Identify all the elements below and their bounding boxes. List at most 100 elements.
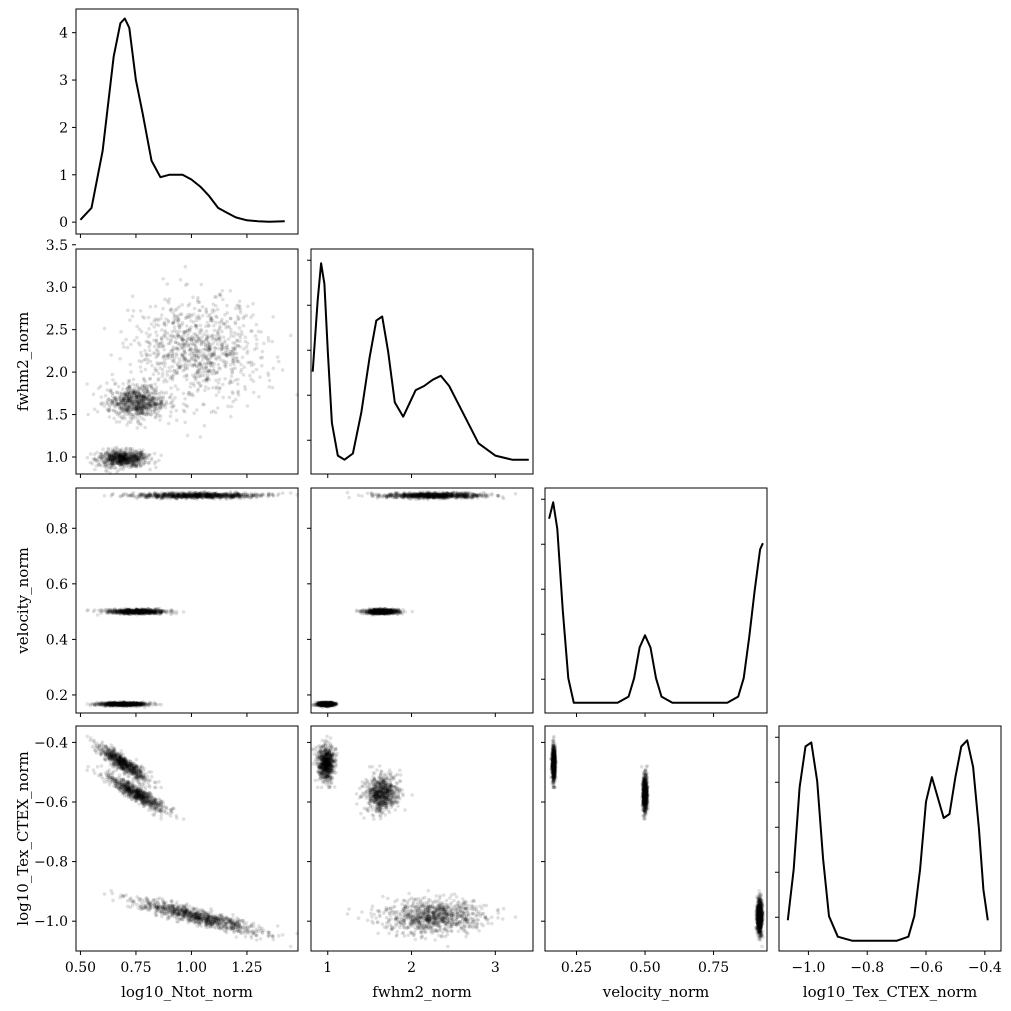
scatter-point	[195, 493, 199, 497]
scatter-point	[192, 336, 197, 340]
panel-velocity_norm-vs-log10_Ntot_norm: 0.20.40.60.8	[46, 487, 300, 717]
scatter-point	[120, 416, 124, 421]
scatter-point	[167, 365, 171, 370]
scatter-point	[176, 347, 180, 352]
scatter-point	[187, 347, 192, 352]
scatter-point	[103, 460, 107, 465]
scatter-point	[136, 400, 141, 405]
scatter-point	[130, 447, 135, 451]
scatter-point	[259, 330, 263, 334]
scatter-point	[176, 387, 180, 392]
scatter-point	[110, 372, 115, 377]
scatter-point	[169, 410, 173, 414]
scatter-point	[190, 355, 194, 359]
scatter-point	[154, 493, 159, 498]
scatter-point	[108, 453, 113, 458]
scatter-point	[280, 368, 285, 372]
scatter-point	[115, 449, 119, 454]
scatter-point	[239, 370, 243, 374]
scatter-point	[127, 388, 131, 393]
scatter-point	[147, 610, 151, 615]
scatter-point	[149, 384, 153, 389]
scatter-point	[145, 361, 150, 365]
scatter-point	[295, 393, 300, 397]
scatter-point	[240, 355, 245, 360]
scatter-point	[102, 494, 107, 498]
scatter-point	[183, 420, 187, 425]
scatter-point	[107, 397, 111, 402]
scatter-point	[97, 454, 102, 459]
scatter-point	[233, 378, 238, 382]
scatter-point	[108, 465, 112, 470]
scatter-point	[141, 388, 146, 393]
scatter-point	[168, 401, 173, 406]
scatter-point	[111, 454, 116, 458]
scatter-point	[214, 314, 218, 319]
scatter-point	[108, 703, 113, 707]
scatter-point	[109, 455, 114, 459]
scatter-point	[205, 348, 209, 353]
scatter-point	[235, 494, 239, 498]
scatter-point	[116, 384, 121, 389]
scatter-point	[216, 362, 221, 367]
scatter-point	[117, 420, 122, 424]
scatter-point	[135, 456, 139, 460]
scatter-point	[203, 385, 208, 389]
scatter-point	[198, 435, 203, 439]
scatter-point	[271, 315, 276, 319]
scatter-point	[185, 404, 190, 409]
scatter-point	[186, 332, 190, 336]
scatter-point	[129, 465, 134, 470]
scatter-point	[122, 492, 126, 496]
scatter-point	[99, 457, 104, 462]
scatter-point	[158, 418, 162, 422]
scatter-point	[113, 446, 117, 450]
scatter-point	[156, 371, 161, 376]
scatter-point	[106, 462, 110, 467]
scatter-point	[209, 493, 214, 497]
scatter-point	[108, 471, 112, 475]
scatter-point	[147, 327, 151, 331]
scatter-point	[125, 455, 130, 460]
scatter-point	[117, 611, 121, 616]
scatter-point	[115, 391, 119, 395]
panel-frame	[75, 8, 299, 235]
scatter-point	[127, 385, 131, 389]
scatter-point	[148, 467, 152, 472]
scatter-point	[191, 393, 195, 398]
scatter-point	[242, 314, 246, 319]
scatter-point	[165, 299, 170, 303]
scatter-point	[235, 338, 239, 343]
scatter-point	[156, 608, 161, 613]
scatter-point	[126, 308, 130, 313]
scatter-point	[266, 336, 271, 340]
scatter-point	[231, 351, 236, 356]
scatter-point	[201, 357, 205, 362]
scatter-point	[131, 459, 135, 464]
scatter-point	[191, 312, 196, 317]
scatter-point	[208, 347, 212, 352]
scatter-point	[216, 406, 220, 410]
scatter-point	[93, 702, 97, 707]
scatter-point	[159, 316, 163, 321]
scatter-point	[217, 386, 222, 390]
scatter-point	[134, 411, 139, 416]
scatter-point	[165, 373, 170, 377]
panel-layer: 012341.01.52.02.53.03.50.20.40.60.8−1.0−…	[14, 8, 1002, 1001]
scatter-point	[207, 377, 211, 382]
scatter-point	[149, 701, 154, 705]
kde-line-log10_Ntot_norm	[79, 17, 285, 223]
scatter-point	[146, 357, 150, 362]
scatter-point	[122, 454, 127, 458]
scatter-point	[118, 460, 122, 465]
scatter-point	[227, 325, 232, 329]
scatter-point	[85, 455, 90, 460]
scatter-point	[248, 373, 252, 378]
scatter-point	[137, 359, 141, 363]
scatter-point	[105, 381, 109, 385]
scatter-point	[212, 328, 217, 333]
scatter-point	[118, 459, 123, 463]
scatter-point	[220, 289, 225, 293]
scatter-point	[125, 461, 130, 466]
scatter-point	[118, 462, 122, 467]
